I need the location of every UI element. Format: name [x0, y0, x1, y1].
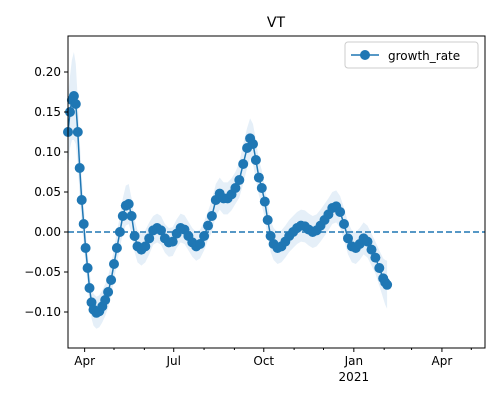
data-point [72, 127, 83, 137]
data-point [82, 263, 93, 273]
data-point [203, 220, 213, 231]
y-tick-label: 0.10 [34, 145, 61, 159]
y-tick-label: 0.15 [34, 105, 61, 119]
data-point [250, 155, 261, 165]
data-point [370, 252, 381, 263]
data-point [253, 172, 264, 183]
y-tick-label: −0.05 [24, 265, 61, 279]
data-point [199, 231, 210, 241]
confidence-band [68, 52, 388, 329]
data-point [78, 219, 89, 229]
data-point [80, 243, 91, 253]
data-point [265, 231, 276, 241]
x-tick-label: Jan [344, 354, 364, 368]
data-point [366, 244, 377, 255]
legend: growth_rate [344, 41, 479, 69]
data-point [144, 233, 155, 244]
x-tick-label: Apr [432, 354, 453, 368]
plot-frame [67, 35, 486, 349]
data-point [206, 211, 217, 221]
y-axis: −0.10 −0.05 0.00 0.05 0.10 0.15 0.20 [24, 65, 68, 319]
data-point [248, 139, 258, 149]
data-point [109, 259, 119, 269]
data-point [256, 183, 267, 193]
data-point [100, 295, 111, 305]
data-point [195, 239, 206, 249]
data-point [117, 211, 128, 221]
confidence-band-layer [68, 52, 388, 329]
legend-box [344, 41, 479, 69]
data-point [238, 159, 249, 169]
data-point [362, 236, 373, 247]
data-point [111, 243, 122, 253]
data-point [339, 219, 349, 229]
data-point [114, 227, 125, 237]
data-point [262, 215, 273, 225]
data-point [259, 196, 270, 207]
legend-entry-growth-rate: growth_rate [388, 49, 460, 63]
data-point [126, 211, 137, 221]
x-tick-year-label: 2021 [339, 370, 370, 384]
data-point [382, 279, 393, 290]
data-point [70, 99, 81, 109]
x-axis: Apr Jul Oct Jan 2021 Apr [74, 348, 472, 384]
chart-title: VT [267, 15, 286, 31]
data-point [335, 207, 346, 217]
data-point [140, 241, 151, 252]
x-tick-label: Apr [74, 354, 95, 368]
data-point [343, 233, 353, 244]
y-tick-label: 0.20 [34, 65, 61, 79]
data-point [234, 175, 245, 185]
data-point [103, 287, 114, 297]
data-point [129, 231, 140, 241]
data-point [374, 263, 385, 273]
data-point [76, 195, 87, 205]
legend-marker-swatch [360, 50, 370, 60]
data-point [123, 199, 134, 209]
y-tick-label: 0.00 [34, 225, 61, 239]
series-layer [63, 91, 393, 318]
x-tick-label: Jul [165, 354, 180, 368]
data-point [156, 225, 166, 236]
y-tick-label: 0.05 [34, 185, 61, 199]
data-point [84, 283, 95, 293]
data-point [74, 163, 85, 173]
data-point [68, 91, 79, 101]
data-point [230, 183, 241, 193]
y-tick-label: −0.10 [24, 305, 61, 319]
x-tick-label: Oct [253, 354, 274, 368]
data-point [106, 275, 117, 285]
data-point [167, 236, 178, 247]
